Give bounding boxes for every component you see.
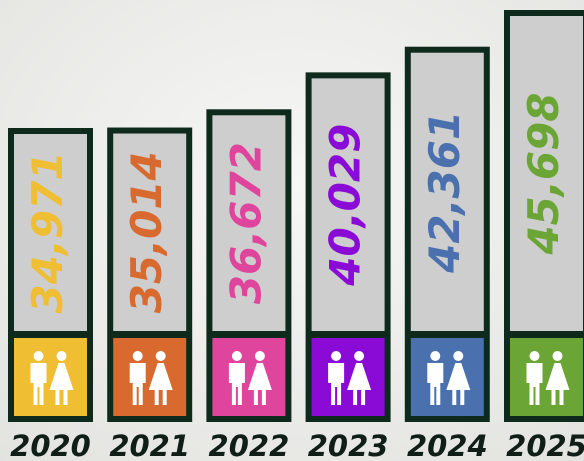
value-label: 40,029 xyxy=(321,124,370,287)
x-tick-label: 2020 xyxy=(10,429,91,461)
man-head xyxy=(33,351,44,361)
bar-inner xyxy=(212,115,286,332)
icon-box xyxy=(311,338,385,416)
woman-body xyxy=(446,363,471,405)
icon-box xyxy=(14,338,87,416)
bar-inner xyxy=(311,78,385,331)
woman-body xyxy=(247,363,272,405)
icon-box xyxy=(113,338,187,416)
woman-head xyxy=(56,351,67,361)
x-tick-label: 2024 xyxy=(407,429,488,461)
man-body xyxy=(129,363,146,405)
man-head xyxy=(430,351,441,361)
people-icon xyxy=(526,351,570,405)
x-tick-label: 2022 xyxy=(209,429,290,461)
woman-body xyxy=(148,363,173,405)
man-head xyxy=(331,351,342,361)
people-icon xyxy=(427,351,471,405)
man-body xyxy=(526,363,543,405)
icon-box xyxy=(410,338,484,416)
people-icon xyxy=(228,351,272,405)
woman-head xyxy=(254,351,265,361)
woman-head xyxy=(552,351,563,361)
man-head xyxy=(132,351,143,361)
people-icon xyxy=(30,351,74,405)
man-head xyxy=(529,351,540,361)
icon-box xyxy=(212,338,286,416)
man-head xyxy=(231,351,242,361)
bar-inner xyxy=(510,16,583,331)
people-icon xyxy=(129,351,173,405)
x-tick-label: 2023 xyxy=(308,429,389,461)
bar-inner xyxy=(14,134,87,331)
man-body xyxy=(228,363,245,405)
woman-body xyxy=(347,363,372,405)
woman-head xyxy=(155,351,166,361)
man-body xyxy=(30,363,47,405)
people-icon xyxy=(328,351,372,405)
icon-box xyxy=(510,338,583,416)
man-body xyxy=(427,363,444,405)
woman-body xyxy=(545,363,570,405)
value-label: 36,672 xyxy=(221,142,270,304)
value-label: 35,014 xyxy=(122,151,171,313)
x-tick-label: 2021 xyxy=(109,429,190,461)
man-body xyxy=(328,363,345,405)
bar-inner xyxy=(410,52,484,331)
woman-head xyxy=(354,351,365,361)
value-label: 34,971 xyxy=(23,151,72,313)
x-tick-label: 2025 xyxy=(506,429,584,461)
value-label: 45,698 xyxy=(519,92,568,255)
value-label: 42,361 xyxy=(420,111,469,274)
woman-head xyxy=(453,351,464,361)
woman-body xyxy=(49,363,74,405)
bar-inner xyxy=(113,133,187,331)
